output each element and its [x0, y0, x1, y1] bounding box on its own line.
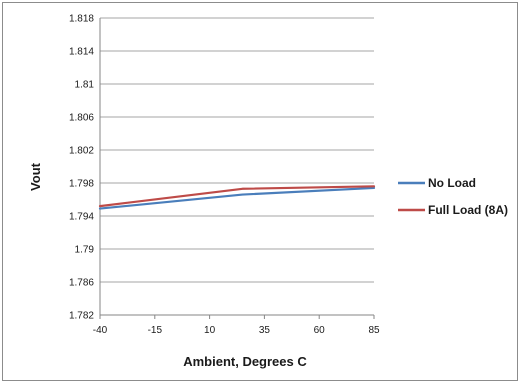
x-axis-title: Ambient, Degrees C	[183, 354, 307, 369]
x-tick-label: -40	[93, 325, 108, 336]
x-tick-label: 10	[204, 325, 216, 336]
y-tick-label: 1.81	[75, 80, 95, 91]
chart-frame	[2, 2, 518, 381]
x-tick-label: 60	[314, 325, 326, 336]
y-tick-label: 1.806	[69, 113, 94, 124]
gridlines	[100, 17, 374, 283]
y-axis-title: Vout	[28, 162, 43, 191]
series-lines	[98, 185, 376, 210]
x-tick-label: -15	[148, 325, 163, 336]
y-tick-label: 1.786	[69, 278, 94, 289]
legend-label: No Load	[428, 176, 476, 190]
x-tick-label: 35	[259, 325, 271, 336]
legend-label: Full Load (8A)	[428, 203, 508, 217]
x-tick-labels: -40 -15 10 35 60 85	[93, 325, 380, 336]
y-tick-label: 1.798	[69, 179, 94, 190]
legend: No Load Full Load (8A)	[398, 176, 508, 217]
axes	[99, 18, 375, 319]
series-line-no-load	[98, 186, 376, 210]
y-tick-label: 1.814	[69, 47, 94, 58]
y-tick-label: 1.794	[69, 212, 94, 223]
y-tick-label: 1.782	[69, 311, 94, 322]
y-tick-labels: 1.782 1.786 1.79 1.794 1.798 1.802 1.806 1.81 1.…	[69, 14, 94, 322]
y-tick-label: 1.79	[75, 245, 95, 256]
x-tick-label: 85	[368, 325, 380, 336]
y-tick-label: 1.818	[69, 14, 94, 25]
series-line-full-load	[98, 185, 376, 208]
y-tick-label: 1.802	[69, 146, 94, 157]
